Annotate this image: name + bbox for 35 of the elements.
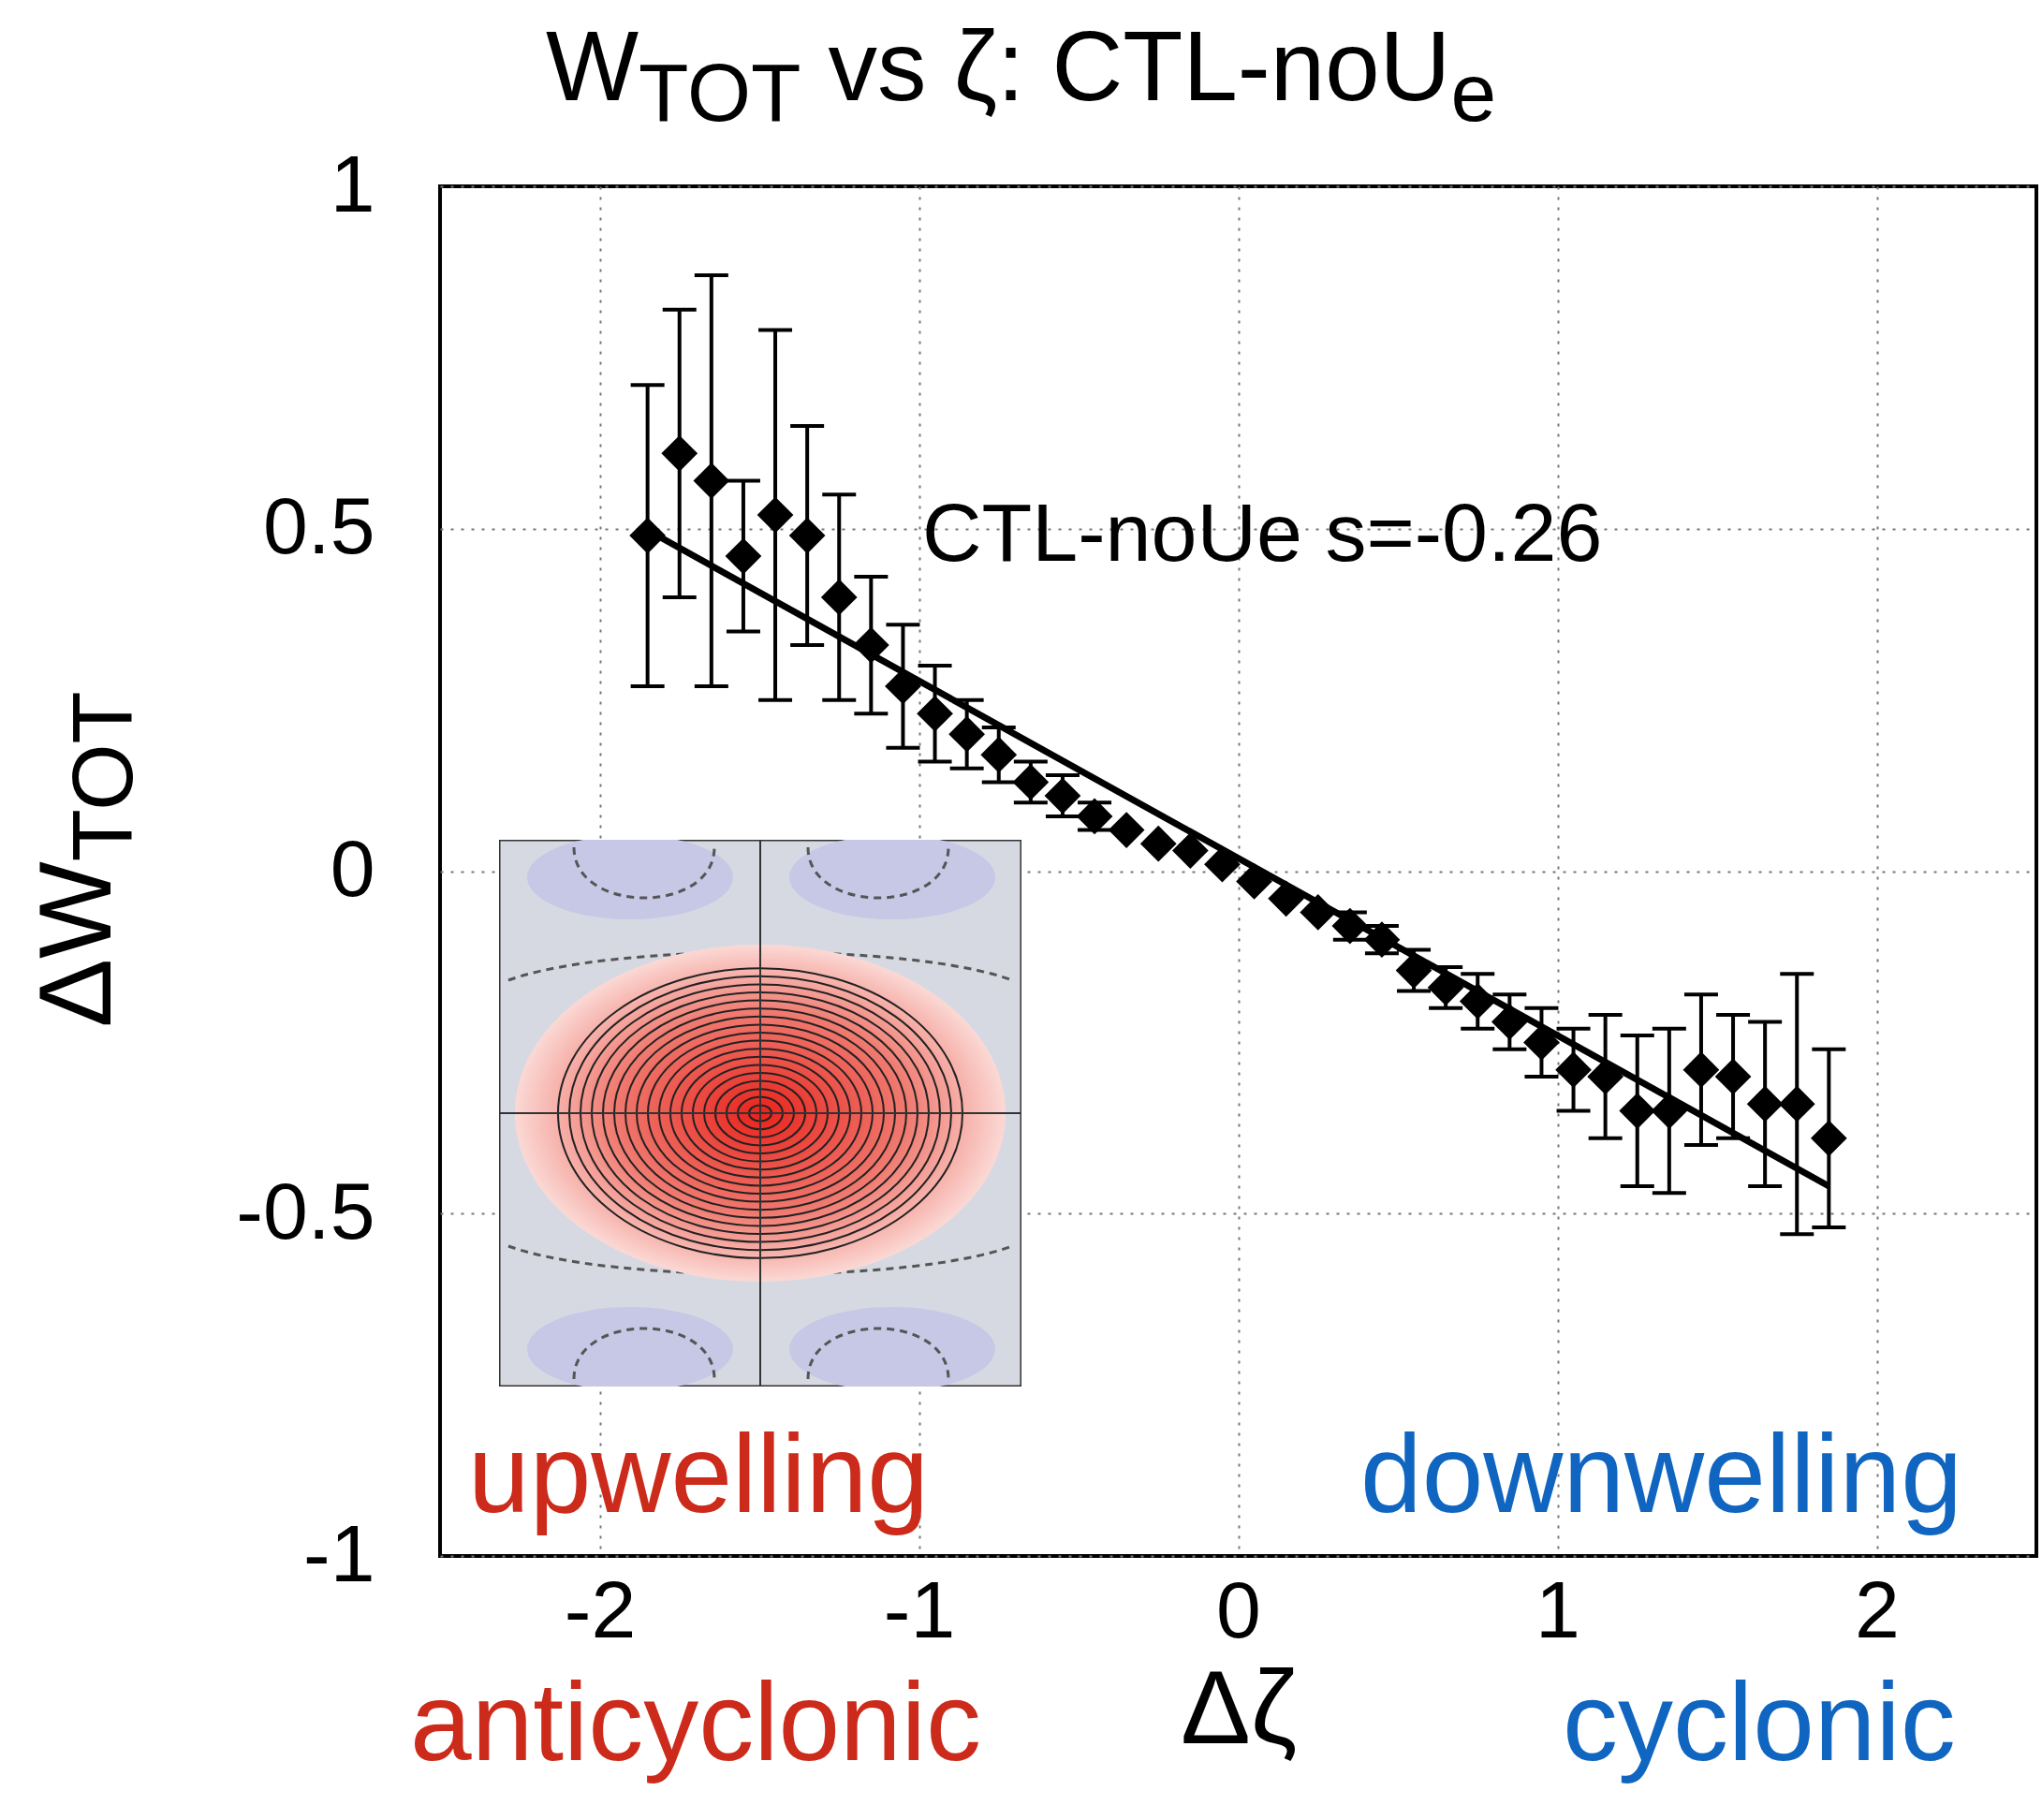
point — [948, 715, 986, 753]
point — [725, 537, 762, 575]
point — [629, 517, 667, 554]
y-tick-label: 0 — [330, 823, 375, 913]
x-tick-label: 1 — [1535, 1563, 1580, 1654]
point — [1108, 812, 1145, 848]
point — [1714, 1058, 1752, 1095]
point — [820, 579, 858, 616]
point — [1746, 1085, 1784, 1123]
point — [757, 496, 794, 534]
point — [1778, 1085, 1815, 1123]
point — [1139, 825, 1177, 862]
annotation: upwelling — [468, 1412, 929, 1535]
chart-title: W$_{TOT}$ vs ζ: CTL-noU$_{e}$ — [544, 11, 1498, 139]
point — [980, 736, 1018, 773]
point — [1619, 1093, 1656, 1129]
point — [1171, 832, 1209, 869]
y-tick-label: -0.5 — [236, 1165, 375, 1255]
text: cyclonic — [1563, 1660, 1956, 1783]
y-tick-label: 0.5 — [262, 480, 375, 571]
point — [1555, 1051, 1592, 1088]
point — [788, 517, 826, 554]
y-tick-label: 1 — [330, 138, 375, 228]
series-label: CTL-noUe s=-0.26 — [922, 486, 1603, 579]
annotation: downwelling — [1360, 1412, 1962, 1535]
x-tick-label: -1 — [883, 1563, 956, 1654]
point — [1810, 1120, 1847, 1157]
point — [693, 462, 730, 499]
point — [661, 434, 698, 472]
x-tick-label: 2 — [1855, 1563, 1900, 1654]
y-tick-label: -1 — [303, 1507, 375, 1598]
point — [1682, 1051, 1720, 1088]
text: anticyclonic — [410, 1660, 981, 1783]
x-tick-label: -2 — [564, 1563, 637, 1654]
point — [917, 695, 953, 732]
